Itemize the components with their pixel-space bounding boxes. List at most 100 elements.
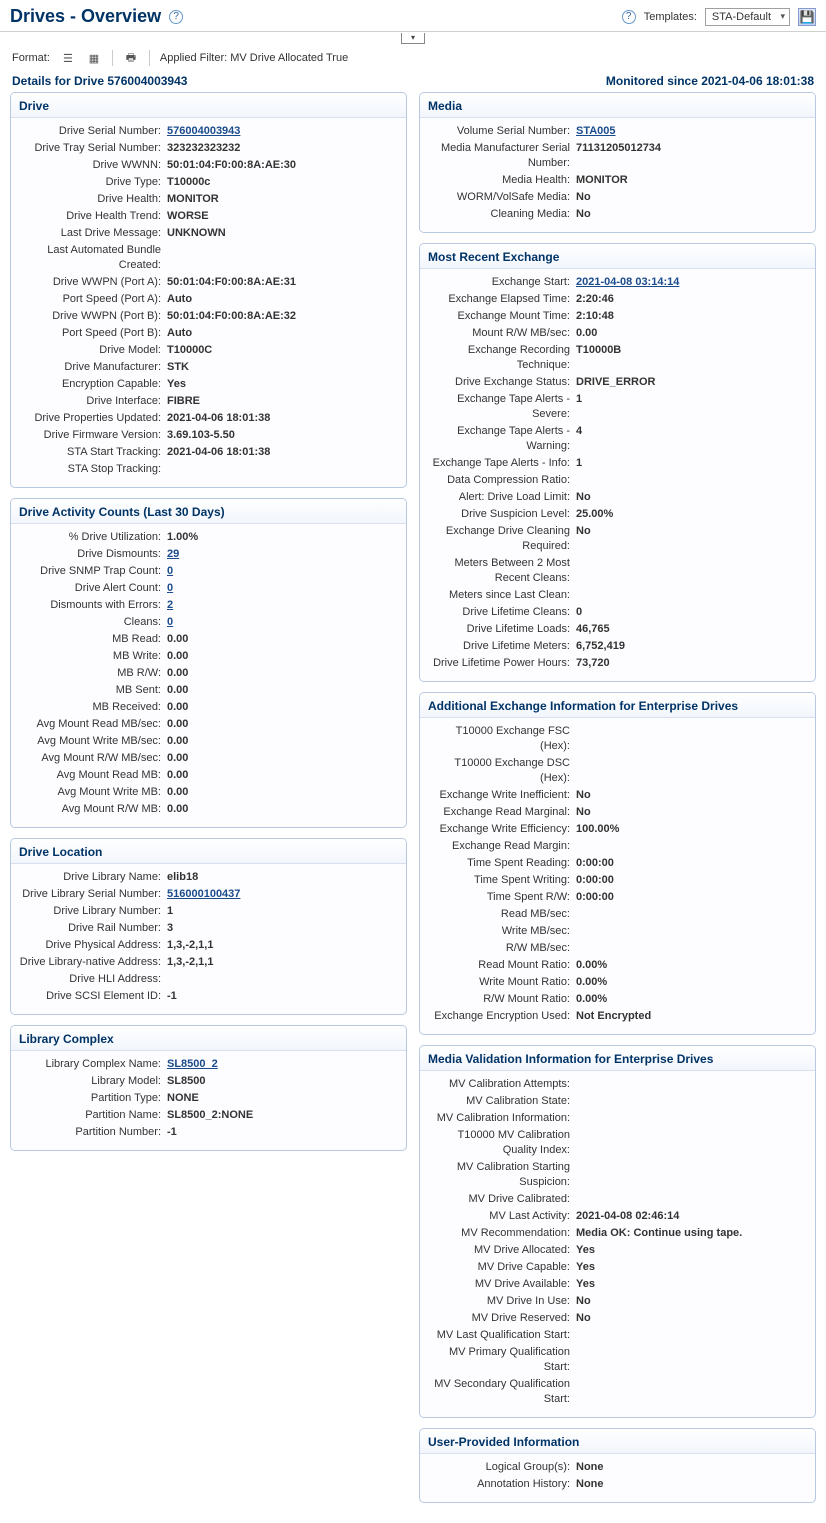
property-value: 0.00 — [167, 751, 400, 766]
property-label: Avg Mount Write MB/sec: — [17, 734, 167, 749]
property-label: MB Write: — [17, 649, 167, 664]
property-row: Avg Mount Write MB:0.00 — [17, 785, 400, 800]
property-value — [167, 243, 400, 273]
collapse-handle-icon[interactable]: ▾ — [401, 33, 425, 44]
help-icon-2[interactable]: ? — [622, 10, 636, 24]
panel-activity: Drive Activity Counts (Last 30 Days)% Dr… — [10, 498, 407, 828]
property-value: No — [576, 490, 809, 505]
print-icon[interactable]: 🖶 — [123, 51, 139, 65]
panel-body: Library Complex Name:SL8500_2Library Mod… — [11, 1051, 406, 1150]
property-value: SL8500_2:NONE — [167, 1108, 400, 1123]
property-value: WORSE — [167, 209, 400, 224]
template-select[interactable]: STA-Default — [705, 8, 790, 26]
property-row: Drive WWPN (Port B):50:01:04:F0:00:8A:AE… — [17, 309, 400, 324]
panel-body: Exchange Start:2021-04-08 03:14:14Exchan… — [420, 269, 815, 681]
property-value: Yes — [576, 1277, 809, 1292]
view-grid-icon[interactable]: ▦ — [86, 51, 102, 65]
property-label: Port Speed (Port A): — [17, 292, 167, 307]
property-label: WORM/VolSafe Media: — [426, 190, 576, 205]
property-value: Auto — [167, 326, 400, 341]
property-label: Exchange Write Efficiency: — [426, 822, 576, 837]
property-value: 2021-04-06 18:01:38 — [167, 445, 400, 460]
property-label: T10000 Exchange FSC (Hex): — [426, 724, 576, 754]
property-row: MV Last Qualification Start: — [426, 1328, 809, 1343]
property-value: 0.00 — [167, 802, 400, 817]
property-row: Exchange Tape Alerts - Warning:4 — [426, 424, 809, 454]
property-value: SL8500 — [167, 1074, 400, 1089]
property-label: Time Spent Reading: — [426, 856, 576, 871]
property-label: Drive SCSI Element ID: — [17, 989, 167, 1004]
property-row: Drive Alert Count:0 — [17, 581, 400, 596]
property-label: MV Calibration Information: — [426, 1111, 576, 1126]
property-label: Annotation History: — [426, 1477, 576, 1492]
property-value: 0:00:00 — [576, 873, 809, 888]
property-value: T10000C — [167, 343, 400, 358]
property-label: R/W Mount Ratio: — [426, 992, 576, 1007]
help-icon[interactable]: ? — [169, 10, 183, 24]
property-row: Drive Properties Updated:2021-04-06 18:0… — [17, 411, 400, 426]
property-value-link[interactable]: 0 — [167, 564, 400, 579]
property-label: Drive Suspicion Level: — [426, 507, 576, 522]
property-value-link[interactable]: STA005 — [576, 124, 809, 139]
property-row: Drive Health Trend:WORSE — [17, 209, 400, 224]
property-row: Encryption Capable:Yes — [17, 377, 400, 392]
property-label: Drive Lifetime Loads: — [426, 622, 576, 637]
property-row: Partition Name:SL8500_2:NONE — [17, 1108, 400, 1123]
property-row: Drive WWPN (Port A):50:01:04:F0:00:8A:AE… — [17, 275, 400, 290]
property-value-link[interactable]: 576004003943 — [167, 124, 400, 139]
property-value: No — [576, 190, 809, 205]
save-template-icon[interactable]: 💾 — [798, 8, 816, 26]
property-row: Avg Mount Read MB/sec:0.00 — [17, 717, 400, 732]
property-row: Exchange Tape Alerts - Severe:1 — [426, 392, 809, 422]
property-label: Exchange Tape Alerts - Severe: — [426, 392, 576, 422]
panel-title: Drive Activity Counts (Last 30 Days) — [11, 499, 406, 524]
property-row: MV Drive Capable:Yes — [426, 1260, 809, 1275]
property-row: T10000 Exchange DSC (Hex): — [426, 756, 809, 786]
property-label: Library Model: — [17, 1074, 167, 1089]
property-row: Drive Serial Number:576004003943 — [17, 124, 400, 139]
property-row: Meters Between 2 Most Recent Cleans: — [426, 556, 809, 586]
property-label: Exchange Tape Alerts - Info: — [426, 456, 576, 471]
panel-user-info: User-Provided InformationLogical Group(s… — [419, 1428, 816, 1503]
property-row: Drive Tray Serial Number:323232323232 — [17, 141, 400, 156]
property-value: 323232323232 — [167, 141, 400, 156]
property-label: Drive WWPN (Port B): — [17, 309, 167, 324]
property-row: Drive Suspicion Level:25.00% — [426, 507, 809, 522]
property-row: MV Calibration State: — [426, 1094, 809, 1109]
property-label: Exchange Recording Technique: — [426, 343, 576, 373]
property-value-link[interactable]: 0 — [167, 581, 400, 596]
panel-location: Drive LocationDrive Library Name:elib18D… — [10, 838, 407, 1015]
property-row: R/W MB/sec: — [426, 941, 809, 956]
property-value-link[interactable]: SL8500_2 — [167, 1057, 400, 1072]
view-list-icon[interactable]: ☰ — [60, 51, 76, 65]
property-row: MV Drive Reserved:No — [426, 1311, 809, 1326]
property-label: MB Sent: — [17, 683, 167, 698]
property-value — [576, 1128, 809, 1158]
property-value: 0.00 — [167, 649, 400, 664]
property-row: Port Speed (Port B):Auto — [17, 326, 400, 341]
property-label: Drive Interface: — [17, 394, 167, 409]
property-value-link[interactable]: 516000100437 — [167, 887, 400, 902]
property-label: Drive SNMP Trap Count: — [17, 564, 167, 579]
property-value-link[interactable]: 2021-04-08 03:14:14 — [576, 275, 809, 290]
panel-title: Media Validation Information for Enterpr… — [420, 1046, 815, 1071]
property-row: Last Drive Message:UNKNOWN — [17, 226, 400, 241]
property-value: 25.00% — [576, 507, 809, 522]
property-row: Read MB/sec: — [426, 907, 809, 922]
property-row: Time Spent Writing:0:00:00 — [426, 873, 809, 888]
property-value-link[interactable]: 29 — [167, 547, 400, 562]
property-label: Drive Dismounts: — [17, 547, 167, 562]
property-value-link[interactable]: 0 — [167, 615, 400, 630]
property-value — [576, 941, 809, 956]
property-value — [576, 473, 809, 488]
property-row: Last Automated Bundle Created: — [17, 243, 400, 273]
property-row: Exchange Read Margin: — [426, 839, 809, 854]
property-value-link[interactable]: 2 — [167, 598, 400, 613]
property-row: Drive Library-native Address:1,3,-2,1,1 — [17, 955, 400, 970]
property-label: MV Recommendation: — [426, 1226, 576, 1241]
property-row: Write MB/sec: — [426, 924, 809, 939]
property-label: Exchange Mount Time: — [426, 309, 576, 324]
property-label: Write MB/sec: — [426, 924, 576, 939]
main-content: Details for Drive 576004003943 Monitored… — [0, 70, 826, 1523]
property-row: MV Drive Calibrated: — [426, 1192, 809, 1207]
